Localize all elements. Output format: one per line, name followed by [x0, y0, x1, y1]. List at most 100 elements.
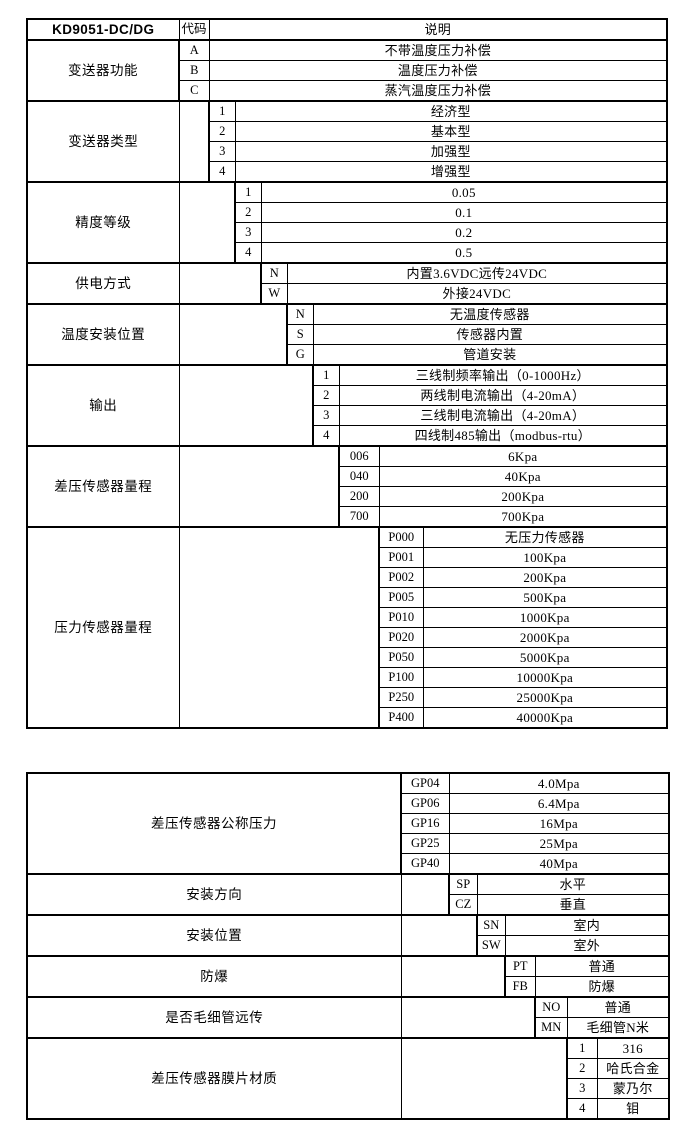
table-row: 差压传感器公称压力 GP04 4.0Mpa — [26, 772, 670, 875]
option-description: 三线制电流输出（4-20mA） — [338, 405, 668, 426]
option-description: 100Kpa — [422, 547, 668, 568]
option-code[interactable]: P005 — [378, 587, 424, 608]
option-code[interactable]: 2 — [312, 385, 340, 406]
option-description: 0.05 — [260, 181, 668, 203]
option-code[interactable]: P050 — [378, 647, 424, 668]
option-code[interactable]: 2 — [234, 202, 262, 223]
option-code[interactable]: P010 — [378, 607, 424, 628]
description-column-header: 说明 — [208, 18, 668, 41]
table-row: 3 蒙乃尔 — [27, 1078, 670, 1099]
staircase-spacer — [179, 445, 339, 527]
group-label-1: 差压传感器公称压力 — [26, 772, 402, 875]
option-code[interactable]: GP06 — [400, 793, 450, 814]
option-description: 温度压力补偿 — [208, 60, 668, 81]
option-code[interactable]: 3 — [234, 222, 262, 243]
option-description: 三线制频率输出（0-1000Hz） — [338, 364, 668, 386]
option-code[interactable]: P400 — [378, 707, 424, 729]
option-code[interactable]: 1 — [208, 100, 236, 122]
option-description: 10000Kpa — [422, 667, 668, 688]
option-code[interactable]: 1 — [234, 181, 262, 203]
option-description: 毛细管N米 — [566, 1017, 670, 1039]
table-row: 3 0.2 — [27, 222, 668, 243]
option-description: 无温度传感器 — [312, 303, 668, 325]
option-description: 700Kpa — [378, 506, 668, 528]
option-code[interactable]: G — [286, 344, 314, 366]
option-code[interactable]: W — [260, 283, 288, 305]
table-row: 4 增强型 — [27, 161, 668, 183]
option-code[interactable]: FB — [504, 976, 536, 998]
option-code[interactable]: 4 — [208, 161, 236, 183]
option-code[interactable]: PT — [504, 955, 536, 977]
option-code[interactable]: 2 — [566, 1058, 598, 1079]
option-description: 16Mpa — [448, 813, 670, 834]
option-code[interactable]: S — [286, 324, 314, 345]
option-code[interactable]: A — [178, 39, 210, 61]
table-row: S 传感器内置 — [27, 324, 668, 345]
table-row: 安装位置 SN 室内 — [26, 914, 670, 957]
option-description: 普通 — [534, 955, 670, 977]
option-code[interactable]: 4 — [566, 1098, 598, 1120]
option-code[interactable]: C — [178, 80, 210, 102]
option-code[interactable]: 200 — [338, 486, 380, 507]
option-description: 0.5 — [260, 242, 668, 264]
option-code[interactable]: P000 — [378, 526, 424, 548]
option-code[interactable]: CZ — [448, 894, 478, 916]
option-code[interactable]: P002 — [378, 567, 424, 588]
table-row: P005 500Kpa — [27, 587, 668, 608]
table-row: P002 200Kpa — [27, 567, 668, 588]
staircase-spacer — [401, 955, 505, 997]
group-label-7: 差压传感器量程 — [26, 445, 180, 528]
option-code[interactable]: B — [178, 60, 210, 81]
table-row: P010 1000Kpa — [27, 607, 668, 628]
option-code[interactable]: 3 — [566, 1078, 598, 1099]
table-row: SW 室外 — [27, 935, 670, 957]
option-code[interactable]: 3 — [208, 141, 236, 162]
option-code[interactable]: 1 — [312, 364, 340, 386]
option-code[interactable]: P250 — [378, 687, 424, 708]
option-code[interactable]: GP16 — [400, 813, 450, 834]
table-row: GP06 6.4Mpa — [27, 793, 670, 814]
table-row: GP25 25Mpa — [27, 833, 670, 854]
option-code[interactable]: SN — [476, 914, 506, 936]
option-description: 普通 — [566, 996, 670, 1018]
option-code[interactable]: P020 — [378, 627, 424, 648]
table-row: P020 2000Kpa — [27, 627, 668, 648]
option-code[interactable]: GP04 — [400, 772, 450, 794]
option-code[interactable]: SW — [476, 935, 506, 957]
table-row: 3 三线制电流输出（4-20mA） — [27, 405, 668, 426]
option-description: 室内 — [504, 914, 670, 936]
group-label-2: 安装方向 — [26, 873, 402, 916]
option-code[interactable]: GP25 — [400, 833, 450, 854]
option-code[interactable]: 1 — [566, 1037, 598, 1059]
option-code[interactable]: 700 — [338, 506, 380, 528]
option-description: 6.4Mpa — [448, 793, 670, 814]
option-code[interactable]: 2 — [208, 121, 236, 142]
option-code[interactable]: 4 — [234, 242, 262, 264]
option-description: 水平 — [476, 873, 670, 895]
option-code[interactable]: 040 — [338, 466, 380, 487]
option-code[interactable]: N — [260, 262, 288, 284]
option-code[interactable]: P100 — [378, 667, 424, 688]
option-description: 防爆 — [534, 976, 670, 998]
model-selection-table-primary: KD9051-DC/DG 代码 说明 变送器功能 A 不带温度压力补偿 B 温度压力补偿 C 蒸汽… — [26, 18, 669, 729]
option-code[interactable]: SP — [448, 873, 478, 895]
option-code[interactable]: GP40 — [400, 853, 450, 875]
option-code[interactable]: 3 — [312, 405, 340, 426]
option-code[interactable]: 006 — [338, 445, 380, 467]
option-description: 40000Kpa — [422, 707, 668, 729]
table-row: 3 加强型 — [27, 141, 668, 162]
option-description: 6Kpa — [378, 445, 668, 467]
option-code[interactable]: P001 — [378, 547, 424, 568]
option-description: 哈氏合金 — [596, 1058, 670, 1079]
option-code[interactable]: N — [286, 303, 314, 325]
table-row: 压力传感器量程 P000 无压力传感器 — [26, 526, 668, 729]
table-row: 供电方式 N 内置3.6VDC远传24VDC — [26, 262, 668, 305]
option-description: 加强型 — [234, 141, 668, 162]
option-description: 25Mpa — [448, 833, 670, 854]
option-code[interactable]: MN — [534, 1017, 568, 1039]
option-code[interactable]: NO — [534, 996, 568, 1018]
staircase-spacer — [179, 262, 261, 304]
option-code[interactable]: 4 — [312, 425, 340, 447]
table-row: 变送器类型 1 经济型 — [26, 100, 668, 183]
